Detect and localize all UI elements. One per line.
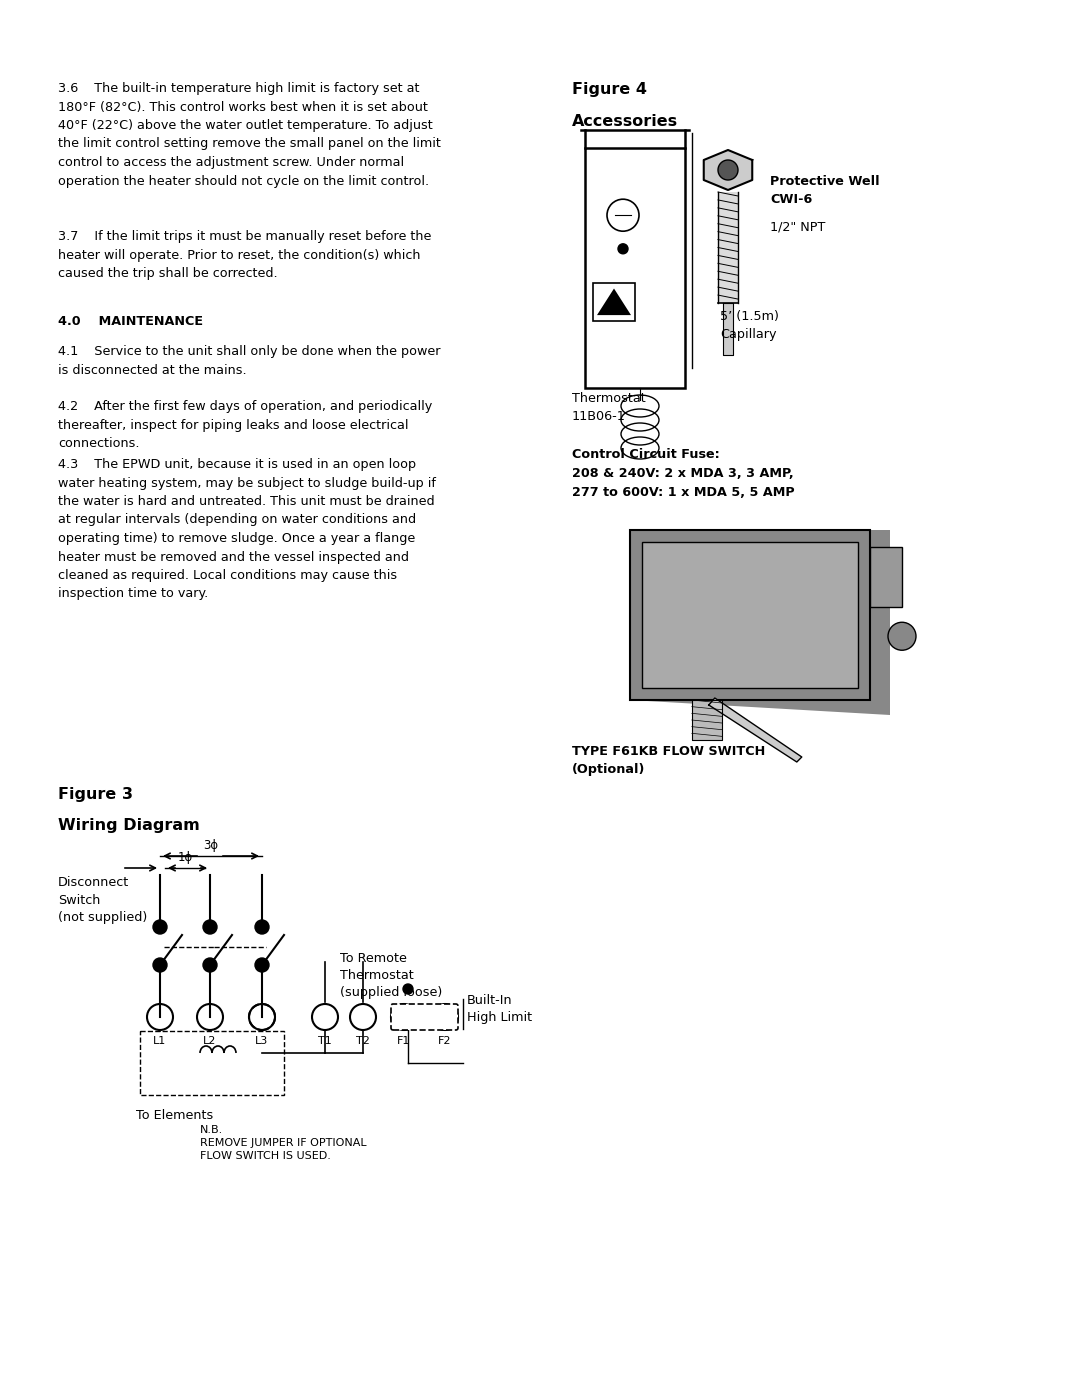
Text: 3ϕ: 3ϕ bbox=[203, 840, 218, 852]
Circle shape bbox=[203, 958, 217, 972]
Text: Figure 3: Figure 3 bbox=[58, 787, 133, 802]
Circle shape bbox=[888, 622, 916, 650]
Text: F2: F2 bbox=[438, 1037, 451, 1046]
Text: 3.6    The built-in temperature high limit is factory set at
180°F (82°C). This : 3.6 The built-in temperature high limit … bbox=[58, 82, 441, 187]
Polygon shape bbox=[718, 191, 738, 303]
Text: Accessories: Accessories bbox=[572, 115, 678, 129]
Text: Thermostat
11B06-1: Thermostat 11B06-1 bbox=[572, 393, 646, 423]
Circle shape bbox=[618, 244, 627, 254]
Text: 5’ (1.5m)
Capillary: 5’ (1.5m) Capillary bbox=[720, 310, 779, 341]
Text: Control Circuit Fuse:
208 & 240V: 2 x MDA 3, 3 AMP,
277 to 600V: 1 x MDA 5, 5 AM: Control Circuit Fuse: 208 & 240V: 2 x MD… bbox=[572, 448, 795, 499]
Bar bbox=[140, 1031, 284, 1095]
Polygon shape bbox=[704, 149, 753, 190]
Bar bbox=[585, 148, 685, 388]
Text: 4.2    After the first few days of operation, and periodically
thereafter, inspe: 4.2 After the first few days of operatio… bbox=[58, 400, 432, 450]
Circle shape bbox=[255, 958, 269, 972]
Circle shape bbox=[153, 921, 167, 935]
Circle shape bbox=[403, 983, 413, 995]
Text: Disconnect
Switch
(not supplied): Disconnect Switch (not supplied) bbox=[58, 876, 147, 923]
Text: L1: L1 bbox=[153, 1037, 166, 1046]
Text: 3.7    If the limit trips it must be manually reset before the
heater will opera: 3.7 If the limit trips it must be manual… bbox=[58, 231, 431, 279]
Text: To Elements: To Elements bbox=[136, 1109, 214, 1122]
Circle shape bbox=[203, 921, 217, 935]
Bar bbox=[642, 542, 858, 687]
Text: 4.3    The EPWD unit, because it is used in an open loop
water heating system, m: 4.3 The EPWD unit, because it is used in… bbox=[58, 458, 436, 601]
Circle shape bbox=[718, 161, 738, 180]
Text: Wiring Diagram: Wiring Diagram bbox=[58, 819, 200, 833]
Text: Figure 4: Figure 4 bbox=[572, 82, 647, 96]
Text: Protective Well
CWI-6: Protective Well CWI-6 bbox=[770, 175, 879, 205]
Circle shape bbox=[153, 958, 167, 972]
Bar bbox=[630, 529, 870, 700]
Text: TYPE F61KB FLOW SWITCH
(Optional): TYPE F61KB FLOW SWITCH (Optional) bbox=[572, 745, 766, 775]
Bar bbox=[870, 548, 902, 606]
Circle shape bbox=[255, 921, 269, 935]
FancyBboxPatch shape bbox=[391, 1004, 458, 1030]
Text: T2: T2 bbox=[356, 1037, 370, 1046]
Bar bbox=[593, 282, 635, 321]
Text: 4.0    MAINTENANCE: 4.0 MAINTENANCE bbox=[58, 314, 203, 328]
Polygon shape bbox=[692, 700, 721, 740]
Text: F1: F1 bbox=[397, 1037, 410, 1046]
Text: L3: L3 bbox=[255, 1037, 269, 1046]
Text: N.B.
REMOVE JUMPER IF OPTIONAL
FLOW SWITCH IS USED.: N.B. REMOVE JUMPER IF OPTIONAL FLOW SWIT… bbox=[200, 1125, 366, 1161]
Polygon shape bbox=[630, 529, 890, 715]
Polygon shape bbox=[708, 698, 801, 761]
Text: 1/2" NPT: 1/2" NPT bbox=[770, 219, 825, 233]
Text: 1ϕ: 1ϕ bbox=[177, 851, 192, 863]
Text: 4.1    Service to the unit shall only be done when the power
is disconnected at : 4.1 Service to the unit shall only be do… bbox=[58, 345, 441, 377]
Text: L2: L2 bbox=[203, 1037, 217, 1046]
Polygon shape bbox=[597, 289, 631, 316]
Text: T1: T1 bbox=[319, 1037, 332, 1046]
Text: Built-In
High Limit: Built-In High Limit bbox=[467, 995, 532, 1024]
Text: To Remote
Thermostat
(supplied loose): To Remote Thermostat (supplied loose) bbox=[340, 951, 442, 999]
Polygon shape bbox=[723, 303, 733, 355]
